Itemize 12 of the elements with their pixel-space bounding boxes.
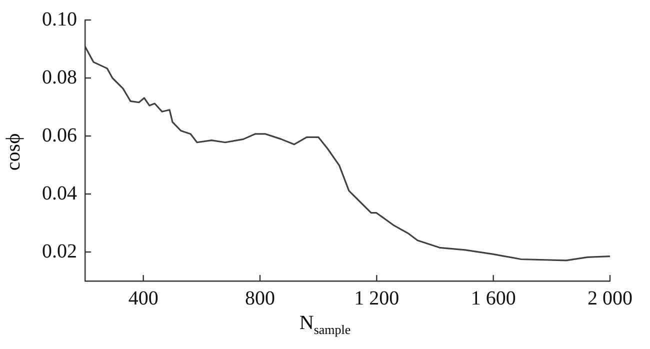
y-tick-label: 0.06 <box>42 124 77 146</box>
x-tick-label: 400 <box>128 287 158 310</box>
y-axis-title: cosϕ <box>2 133 26 171</box>
y-tick-label: 0.02 <box>42 240 77 262</box>
x-tick-label: 1 600 <box>470 287 516 310</box>
x-tick-label: 1 200 <box>354 287 400 310</box>
y-tick-label: 0.08 <box>42 66 77 88</box>
y-tick-label: 0.04 <box>42 182 77 204</box>
x-axis-title: N$_{sample}$ <box>298 312 352 338</box>
x-tick-label: 800 <box>245 287 275 310</box>
y-tick-label: 0.10 <box>42 8 77 30</box>
x-tick-label: 2 000 <box>588 287 632 310</box>
